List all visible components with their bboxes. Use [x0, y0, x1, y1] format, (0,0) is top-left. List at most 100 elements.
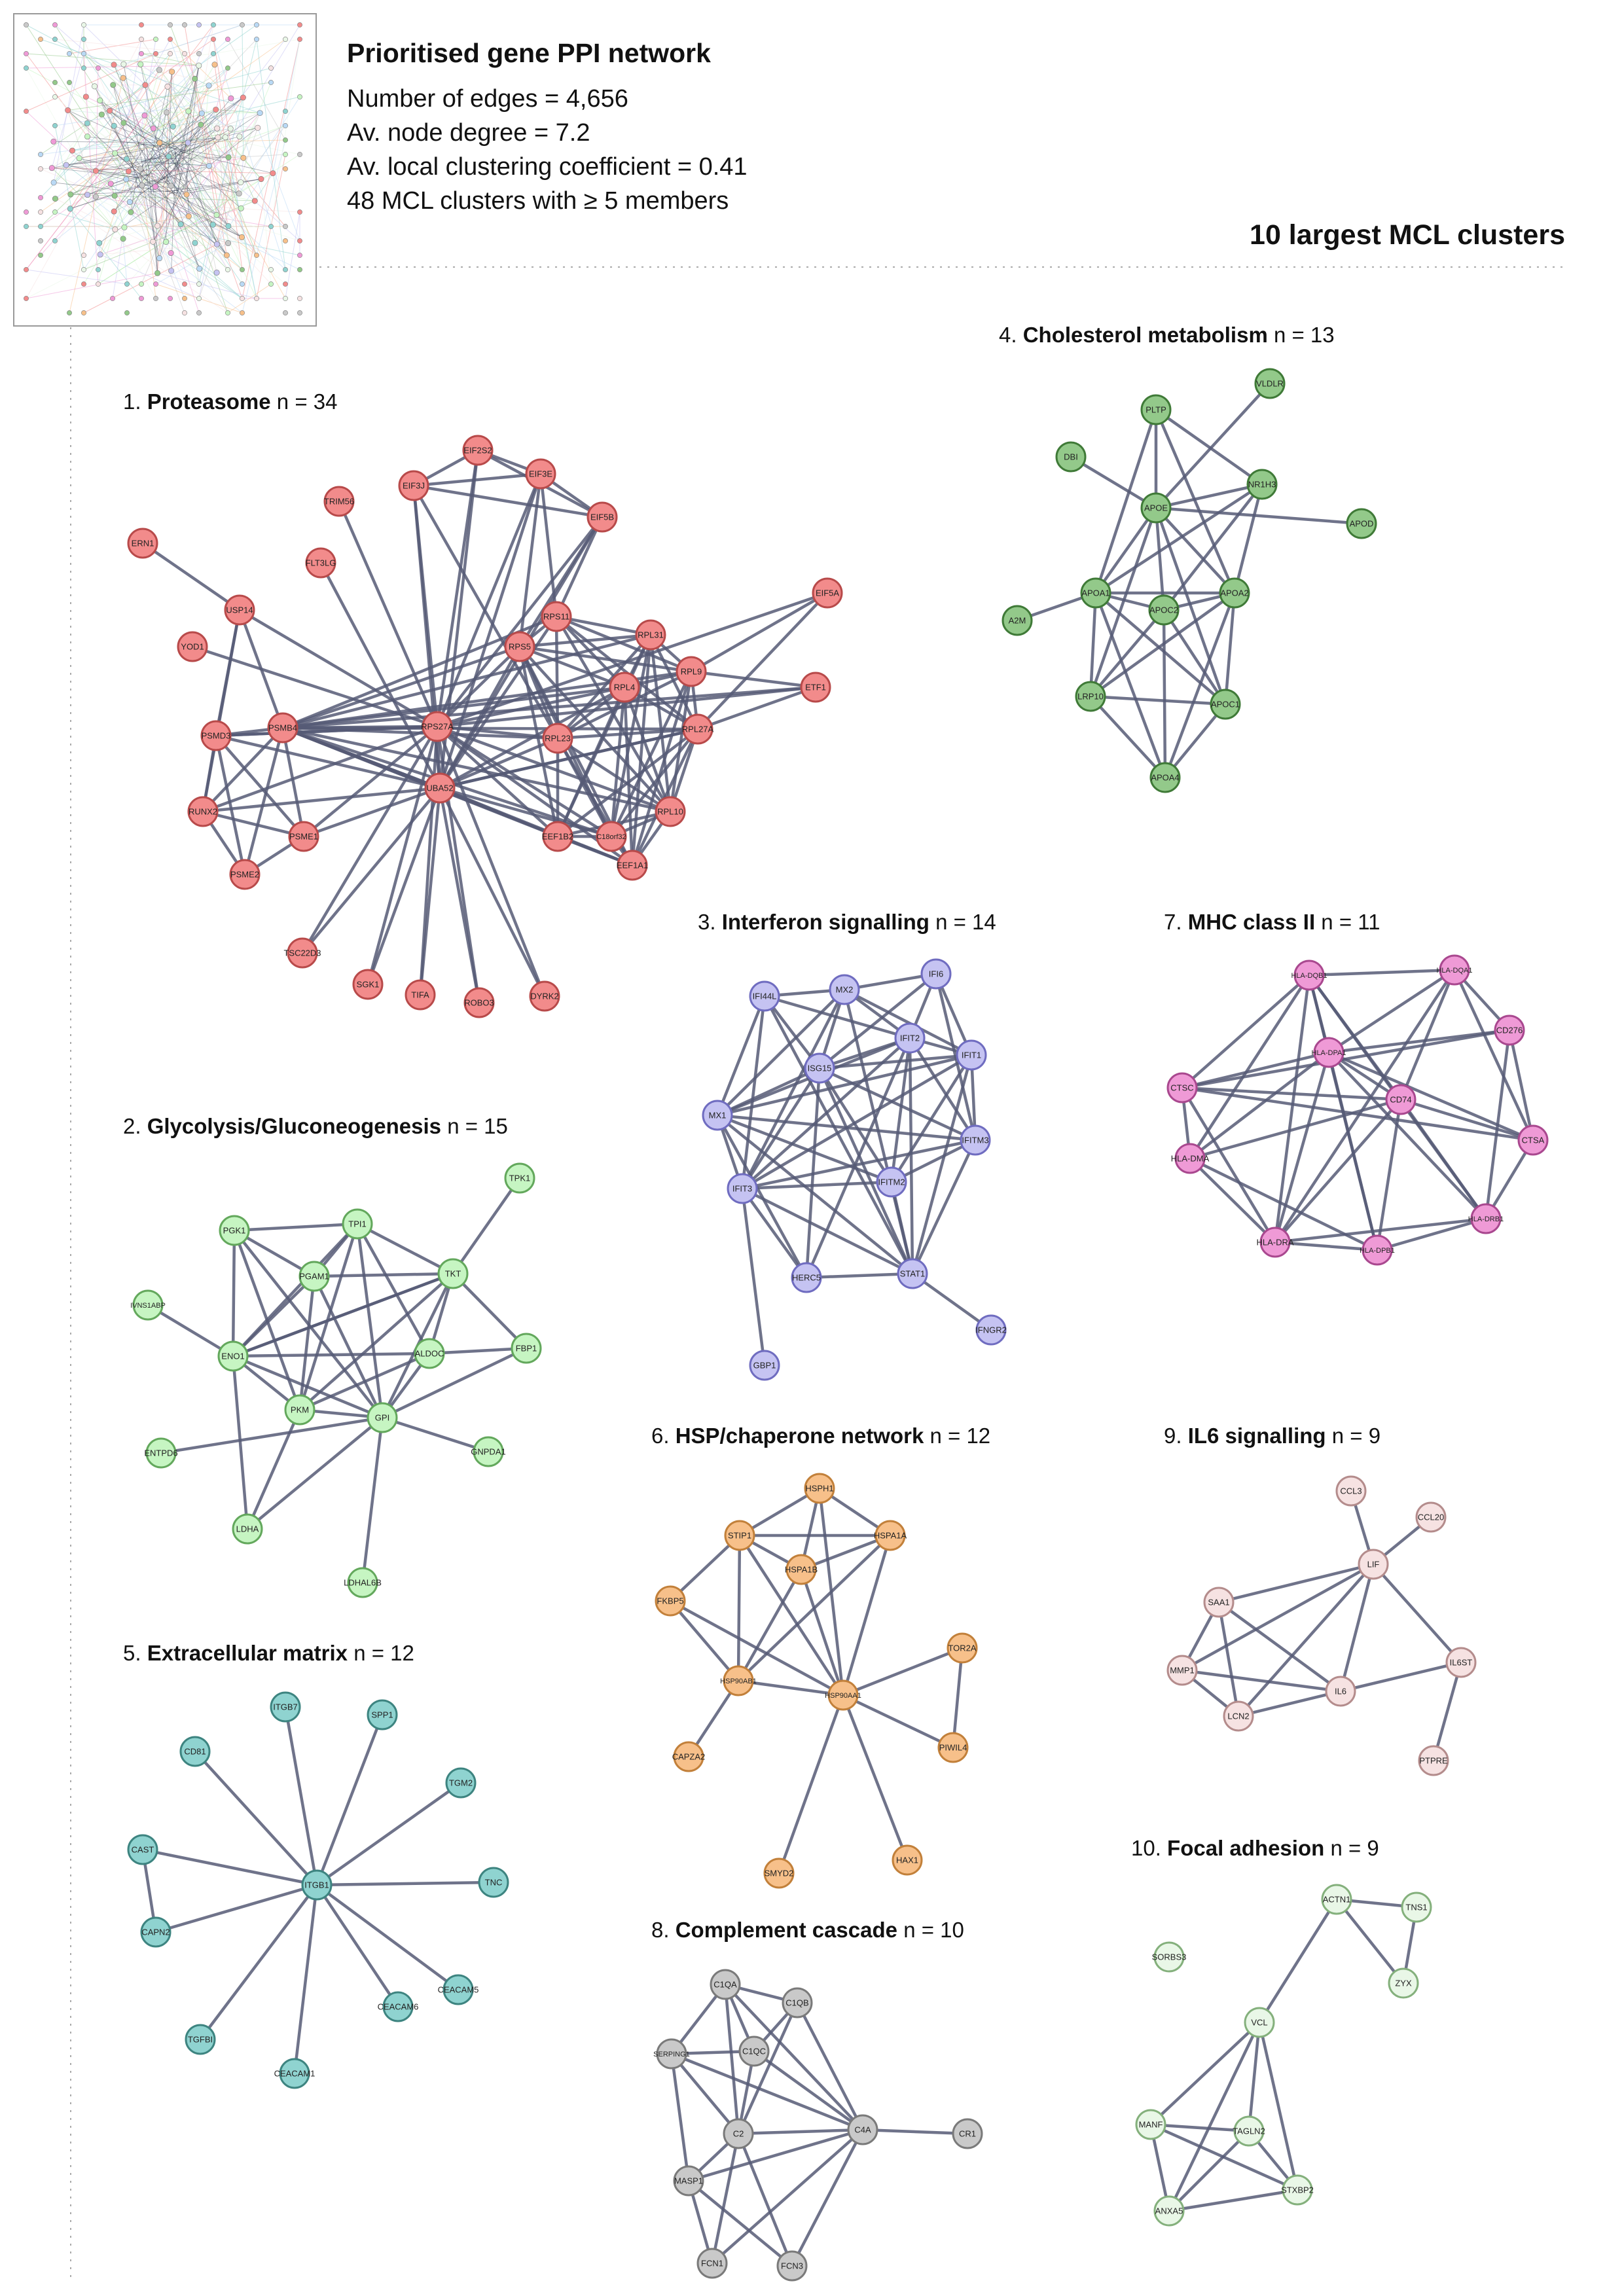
node-itgb7[interactable]: ITGB7	[270, 1691, 301, 1723]
node-entpd6[interactable]: ENTPD6	[144, 1437, 178, 1469]
node-rpl27a[interactable]: RPL27A	[682, 713, 714, 745]
node-sorbs3[interactable]: SORBS3	[1152, 1941, 1187, 1973]
node-gpi[interactable]: GPI	[367, 1402, 398, 1433]
node-herc5[interactable]: HERC5	[791, 1262, 822, 1293]
node-psme1[interactable]: PSME1	[288, 821, 319, 852]
node-apoa4[interactable]: APOA4	[1149, 762, 1181, 793]
node-apoe[interactable]: APOE	[1140, 492, 1172, 524]
node-zyx[interactable]: ZYX	[1388, 1967, 1419, 1999]
node-pkm[interactable]: PKM	[284, 1394, 316, 1426]
node-ldha[interactable]: LDHA	[232, 1513, 263, 1545]
node-c18orf32[interactable]: C18orf32	[596, 821, 627, 852]
node-tsc22d3[interactable]: TSC22D3	[283, 937, 321, 969]
node-capza2[interactable]: CAPZA2	[672, 1741, 706, 1772]
node-eif3e[interactable]: EIF3E	[525, 458, 556, 490]
node-ptpre[interactable]: PTPRE	[1418, 1745, 1449, 1776]
node-hla-dpb1[interactable]: HLA-DPB1	[1360, 1234, 1395, 1266]
node-c2[interactable]: C2	[723, 2118, 754, 2149]
node-c1qb[interactable]: C1QB	[782, 1987, 813, 2018]
node-actn1[interactable]: ACTN1	[1321, 1884, 1352, 1915]
node-itgb1[interactable]: ITGB1	[301, 1869, 333, 1901]
node-stat1[interactable]: STAT1	[897, 1258, 928, 1289]
node-smyd2[interactable]: SMYD2	[763, 1857, 795, 1889]
node-pltp[interactable]: PLTP	[1140, 394, 1172, 425]
node-hla-dma[interactable]: HLA-DMA	[1171, 1143, 1210, 1174]
node-ceacam5[interactable]: CEACAM5	[438, 1974, 479, 2005]
node-hspa1a[interactable]: HSPA1A	[874, 1520, 907, 1551]
node-tpk1[interactable]: TPK1	[504, 1162, 535, 1194]
node-psmb4[interactable]: PSMB4	[267, 712, 298, 744]
node-a2m[interactable]: A2M	[1001, 605, 1033, 636]
node-cr1[interactable]: CR1	[952, 2118, 983, 2149]
node-fcn1[interactable]: FCN1	[696, 2248, 728, 2279]
node-runx2[interactable]: RUNX2	[187, 796, 219, 827]
node-usp14[interactable]: USP14	[224, 594, 255, 626]
node-apod[interactable]: APOD	[1346, 508, 1377, 539]
node-rpl31[interactable]: RPL31	[635, 619, 666, 651]
node-mx2[interactable]: MX2	[829, 974, 860, 1005]
node-il6st[interactable]: IL6ST	[1445, 1647, 1477, 1678]
node-hax1[interactable]: HAX1	[892, 1844, 923, 1876]
node-ccl20[interactable]: CCL20	[1415, 1501, 1447, 1533]
node-saa1[interactable]: SAA1	[1203, 1587, 1235, 1618]
node-sgk1[interactable]: SGK1	[352, 969, 384, 1000]
node-apoa1[interactable]: APOA1	[1080, 577, 1111, 609]
node-rps11[interactable]: RPS11	[541, 601, 572, 632]
node-tns1[interactable]: TNS1	[1401, 1892, 1432, 1923]
node-eno1[interactable]: ENO1	[217, 1340, 249, 1372]
node-c4a[interactable]: C4A	[847, 2114, 878, 2145]
node-serping1[interactable]: SERPING1	[653, 2038, 690, 2070]
node-fbp1[interactable]: FBP1	[511, 1333, 542, 1364]
node-ifit3[interactable]: IFIT3	[727, 1173, 758, 1204]
node-tnc[interactable]: TNC	[478, 1867, 509, 1898]
node-hsp90ab1[interactable]: HSP90AB1	[720, 1665, 757, 1696]
node-gnpda1[interactable]: GNPDA1	[471, 1436, 506, 1467]
node-robo3[interactable]: ROBO3	[463, 987, 495, 1018]
node-rps5[interactable]: RPS5	[504, 631, 535, 662]
node-ctsc[interactable]: CTSC	[1166, 1072, 1198, 1103]
node-tor2a[interactable]: TOR2A	[947, 1632, 978, 1664]
node-ceacam1[interactable]: CEACAM1	[274, 2058, 316, 2089]
node-piwil4[interactable]: PIWIL4	[937, 1732, 969, 1763]
node-hla-dqb1[interactable]: HLA-DQB1	[1291, 960, 1327, 991]
node-c1qa[interactable]: C1QA	[710, 1969, 741, 2000]
node-vcl[interactable]: VCL	[1244, 2007, 1275, 2038]
node-anxa5[interactable]: ANXA5	[1153, 2195, 1185, 2227]
node-dyrk2[interactable]: DYRK2	[529, 980, 560, 1012]
node-flt3lg[interactable]: FLT3LG	[305, 547, 336, 579]
node-tkt[interactable]: TKT	[437, 1258, 469, 1289]
node-eif2s2[interactable]: EIF2S2	[462, 435, 494, 466]
node-rpl10[interactable]: RPL10	[655, 796, 686, 827]
node-hsph1[interactable]: HSPH1	[804, 1473, 835, 1504]
node-eif5b[interactable]: EIF5B	[586, 501, 618, 533]
node-ifi6[interactable]: IFI6	[920, 958, 952, 990]
node-pgk1[interactable]: PGK1	[219, 1215, 250, 1246]
node-rps27a[interactable]: RPS27A	[421, 711, 454, 742]
node-lrp10[interactable]: LRP10	[1075, 681, 1106, 712]
node-fkbp5[interactable]: FKBP5	[655, 1585, 686, 1617]
node-cd276[interactable]: CD276	[1494, 1014, 1525, 1046]
node-masp1[interactable]: MASP1	[673, 2165, 704, 2197]
node-ctsa[interactable]: CTSA	[1517, 1124, 1549, 1156]
node-ifitm3[interactable]: IFITM3	[960, 1124, 991, 1156]
node-spp1[interactable]: SPP1	[367, 1699, 398, 1731]
node-etf1[interactable]: ETF1	[800, 672, 831, 703]
node-ccl3[interactable]: CCL3	[1335, 1475, 1367, 1507]
node-apoc2[interactable]: APOC2	[1148, 594, 1180, 626]
node-psmd3[interactable]: PSMD3	[200, 720, 232, 751]
node-hsp90aa1[interactable]: HSP90AA1	[825, 1679, 861, 1711]
node-aldoc[interactable]: ALDOC	[414, 1338, 445, 1369]
node-apoa2[interactable]: APOA2	[1219, 577, 1250, 609]
node-manf[interactable]: MANF	[1135, 2109, 1166, 2140]
node-lcn2[interactable]: LCN2	[1223, 1700, 1254, 1732]
node-vldlr[interactable]: VLDLR	[1254, 368, 1286, 399]
node-ern1[interactable]: ERN1	[127, 528, 158, 559]
node-cast[interactable]: CAST	[127, 1834, 158, 1865]
node-tagln2[interactable]: TAGLN2	[1233, 2115, 1265, 2147]
node-tgfbi[interactable]: TGFBI	[185, 2024, 216, 2055]
node-hla-drb1[interactable]: HLA-DRB1	[1468, 1203, 1504, 1234]
node-rpl4[interactable]: RPL4	[609, 672, 640, 703]
node-eif5a[interactable]: EIF5A	[812, 577, 843, 609]
node-psme2[interactable]: PSME2	[229, 859, 261, 890]
node-lif[interactable]: LIF	[1358, 1549, 1389, 1580]
